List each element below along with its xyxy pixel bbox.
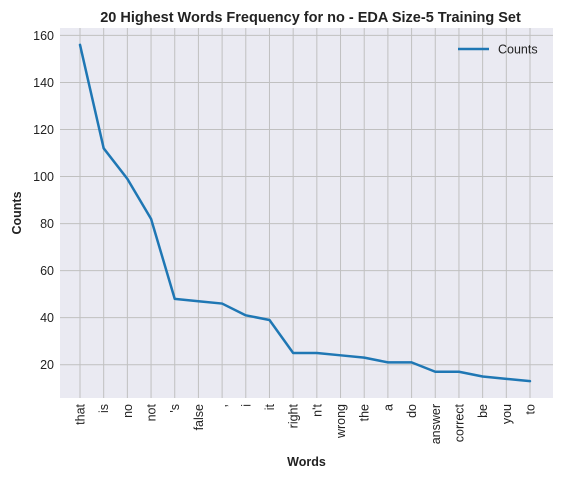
plot-area	[60, 28, 553, 398]
x-tick-label: that	[74, 403, 88, 424]
chart-title: 20 Highest Words Frequency for no - EDA …	[100, 10, 521, 26]
x-tick-label: it	[263, 403, 277, 410]
y-tick-label: 120	[33, 123, 54, 137]
x-tick-label: the	[358, 404, 372, 421]
x-tick-label: i	[239, 404, 253, 407]
y-tick-label: 80	[40, 217, 54, 231]
x-tick-label: 's	[168, 404, 182, 413]
x-tick-label: false	[192, 404, 206, 430]
x-tick-label: not	[145, 403, 159, 421]
y-tick-label: 160	[33, 29, 54, 43]
y-tick-label: 140	[33, 76, 54, 90]
y-tick-label: 100	[33, 170, 54, 184]
x-tick-label: to	[524, 404, 538, 414]
x-tick-label: ,	[216, 404, 230, 407]
x-axis-label: Words	[287, 455, 326, 469]
x-tick-label: right	[287, 403, 301, 428]
x-tick-label: n't	[310, 403, 324, 416]
x-tick-label: no	[121, 404, 135, 418]
x-tick-label: a	[381, 404, 395, 411]
y-tick-label: 20	[40, 358, 54, 372]
x-tick-label: answer	[429, 404, 443, 444]
x-tick-label: correct	[452, 403, 466, 442]
legend-label: Counts	[498, 43, 538, 57]
x-tick-label: you	[500, 404, 514, 424]
x-tick-label: wrong	[334, 404, 348, 439]
y-axis-label: Counts	[10, 191, 24, 234]
x-tick-label: is	[97, 404, 111, 413]
y-tick-labels: 20 40 60 80 100 120 140 160	[33, 29, 54, 372]
y-tick-label: 40	[40, 311, 54, 325]
x-tick-label: do	[405, 404, 419, 418]
x-tick-label: be	[476, 404, 490, 418]
y-tick-label: 60	[40, 264, 54, 278]
